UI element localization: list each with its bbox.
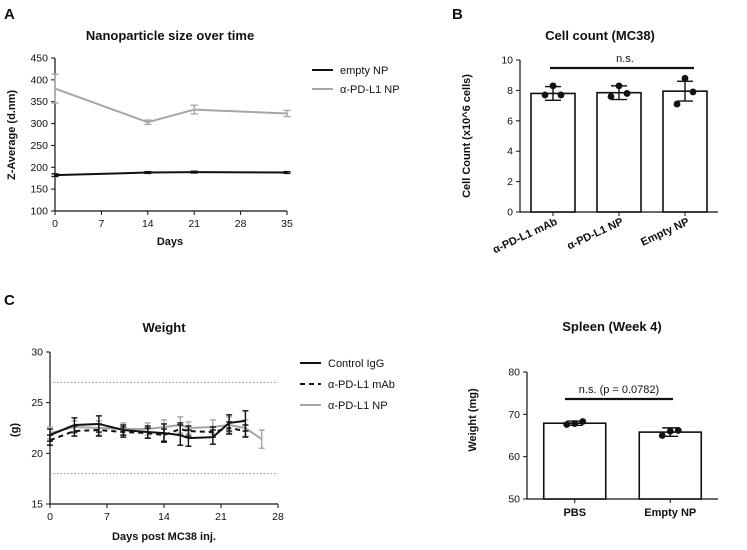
- weight-chart: Weight Days post MC38 inj. (g) 15 20 25 30 0…: [9, 320, 395, 543]
- spleen-chart: Spleen (Week 4) Weight (mg) n.s. (p = 0.…: [467, 319, 718, 519]
- weight-xtick-label: 28: [272, 511, 284, 523]
- weight-series-1-line: [49, 426, 246, 442]
- cellcount-bar: [530, 92, 576, 213]
- cellcount-point: [615, 82, 623, 90]
- spleen-point: [579, 418, 587, 425]
- size-ytick-label: 350: [30, 96, 48, 108]
- cellcount-category-label: Empty NP: [639, 216, 691, 249]
- size-xtick-label: 7: [98, 218, 104, 230]
- weight-ytick-label: 30: [31, 347, 43, 359]
- weight-xtick-label: 0: [47, 511, 53, 523]
- cellcount-point: [681, 74, 689, 82]
- size-marks: 100 150 200 250 300 350 400 450 0 7 14 21 28 35: [30, 53, 293, 231]
- panel-letter-a: A: [4, 6, 15, 23]
- cellcount-point: [673, 100, 681, 108]
- cellcount-significance-label: n.s.: [616, 53, 634, 65]
- weight-chart-title: Weight: [142, 320, 186, 335]
- legend-empty-np: empty NP: [340, 65, 388, 77]
- weight-y-label: (g): [9, 423, 21, 437]
- size-series-1-line: [54, 87, 288, 124]
- cellcount-point: [623, 90, 631, 97]
- spleen-category-label: PBS: [563, 507, 586, 519]
- spleen-ytick-label: 80: [508, 367, 520, 379]
- cellcount-chart-title: Cell count (MC38): [545, 28, 655, 43]
- spleen-point: [658, 432, 666, 439]
- spleen-bar: [542, 422, 607, 500]
- size-xtick-label: 0: [52, 218, 58, 230]
- spleen-ytick-label: 60: [508, 451, 520, 463]
- weight-x-label: Days post MC38 inj.: [112, 531, 216, 543]
- cellcount-point: [549, 82, 557, 90]
- legend-control-igg: Control IgG: [328, 358, 384, 370]
- size-xtick-label: 21: [188, 218, 200, 230]
- size-xtick-label: 14: [142, 218, 154, 230]
- size-xtick-label: 28: [235, 218, 247, 230]
- weight-ytick-label: 25: [31, 397, 43, 409]
- weight-xtick-label: 7: [104, 511, 110, 523]
- panel-letter-c: C: [4, 292, 15, 309]
- size-chart-title: Nanoparticle size over time: [86, 28, 254, 43]
- cellcount-ytick-label: 10: [501, 55, 513, 67]
- spleen-significance-label: n.s. (p = 0.0782): [579, 384, 659, 396]
- cellcount-point: [557, 91, 565, 99]
- cellcount-point: [541, 91, 549, 99]
- weight-ytick-label: 15: [31, 499, 43, 511]
- size-y-label: Z-Average (d.nm): [6, 90, 18, 180]
- cellcount-category-label: α-PD-L1 NP: [565, 216, 625, 252]
- size-ytick-label: 150: [30, 184, 48, 196]
- weight-series-2-line: [49, 423, 263, 440]
- weight-ytick-label: 20: [31, 448, 43, 460]
- cellcount-bar: [596, 91, 642, 213]
- spleen-point: [571, 420, 579, 428]
- spleen-bar: [638, 431, 703, 500]
- cellcount-ytick-label: 8: [507, 85, 513, 97]
- legend-pdl1-np: α-PD-L1 NP: [340, 84, 400, 96]
- spleen-point: [563, 421, 571, 428]
- size-x-label: Days: [157, 236, 183, 248]
- weight-marks: 15 20 25 30 0 7 14 21 28: [31, 347, 284, 524]
- spleen-chart-title: Spleen (Week 4): [562, 319, 661, 334]
- cellcount-marks: 0 2 4 6 8 10 α-PD-L1 mAb α-PD-L1 NP Empty NP: [491, 55, 708, 256]
- size-ytick-label: 400: [30, 74, 48, 86]
- spleen-ytick-label: 50: [508, 494, 520, 506]
- cellcount-ytick-label: 6: [507, 115, 513, 127]
- size-ytick-label: 200: [30, 162, 48, 174]
- cellcount-bar: [662, 90, 708, 213]
- spleen-marks: 50 60 70 80 PBS Empty NP: [508, 367, 703, 519]
- size-ytick-label: 250: [30, 140, 48, 152]
- cellcount-point: [607, 93, 615, 100]
- cellcount-category-label: α-PD-L1 mAb: [491, 216, 560, 256]
- cellcount-point: [689, 88, 697, 96]
- size-ytick-label: 100: [30, 206, 48, 218]
- spleen-ytick-label: 70: [508, 409, 520, 421]
- size-ytick-label: 450: [30, 53, 48, 65]
- size-ytick-label: 300: [30, 118, 48, 130]
- cellcount-y-label: Cell Count (x10^6 cells): [461, 74, 473, 198]
- legend-pdl1-mab: α-PD-L1 mAb: [328, 379, 395, 391]
- spleen-category-label: Empty NP: [644, 507, 696, 519]
- cellcount-ytick-label: 4: [507, 146, 513, 158]
- size-chart: Nanoparticle size over time Days Z-Avera…: [6, 28, 400, 248]
- spleen-point: [666, 427, 674, 435]
- size-series-0-line: [54, 171, 288, 177]
- weight-xtick-label: 21: [215, 511, 227, 523]
- panel-letter-b: B: [452, 6, 463, 23]
- weight-xtick-label: 14: [158, 511, 170, 523]
- cellcount-chart: Cell count (MC38) Cell Count (x10^6 cell…: [461, 28, 718, 256]
- legend-pdl1-np-weight: α-PD-L1 NP: [328, 400, 388, 412]
- cellcount-ytick-label: 2: [507, 176, 513, 188]
- spleen-point: [674, 427, 682, 434]
- cellcount-ytick-label: 0: [507, 207, 513, 219]
- size-xtick-label: 35: [281, 218, 293, 230]
- spleen-y-label: Weight (mg): [467, 388, 479, 452]
